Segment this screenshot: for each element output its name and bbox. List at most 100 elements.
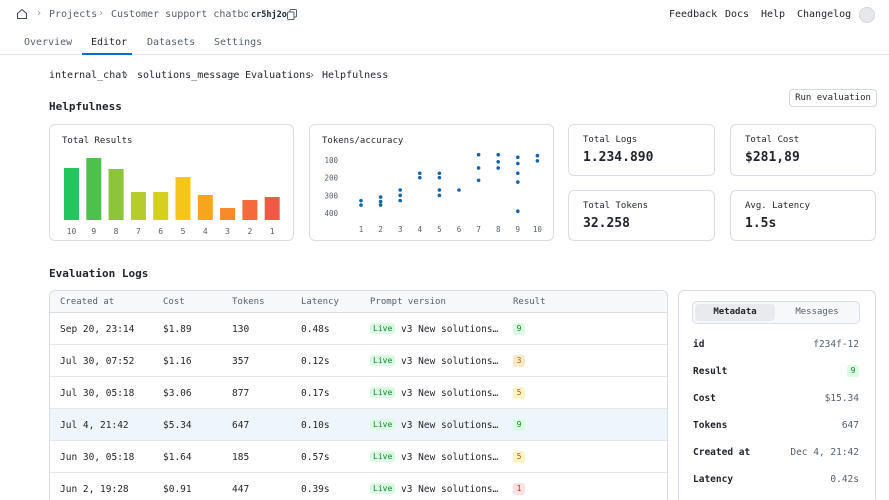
table-row[interactable]: Jun 2, 19:28 $0.91 447 0.39s Live v3 New solu… — [50, 473, 667, 500]
crumb-projects[interactable]: Projects — [49, 9, 98, 20]
x-tick-label: 10 — [533, 225, 543, 234]
scatter-point — [359, 203, 363, 207]
chevron-right-icon: › — [231, 70, 238, 81]
live-badge: Live — [370, 355, 396, 366]
tab-bar: Overview Editor Datasets Settings — [0, 30, 889, 55]
stat-card-total-logs: Total Logs 1.234.890 — [568, 124, 715, 176]
column-header[interactable]: Tokens — [232, 297, 265, 307]
scatter-point — [535, 159, 540, 163]
stat-card-total-cost: Total Cost $281,89 — [730, 124, 876, 176]
scatter-point — [496, 152, 500, 157]
y-tick-label: 400 — [324, 209, 338, 218]
result-badge: 5 — [513, 387, 525, 399]
x-tick-label: 8 — [496, 225, 501, 234]
cell-latency: 0.57s — [301, 452, 330, 463]
table-row[interactable]: Jul 4, 21:42 $5.34 647 0.10s Live v3 New solu… — [50, 409, 667, 441]
stat-card-total-tokens: Total Tokens 32.258 — [568, 190, 715, 241]
live-badge: Live — [370, 419, 396, 430]
column-header[interactable]: Cost — [163, 297, 185, 307]
run-evaluation-button[interactable]: Run evaluation — [789, 89, 877, 107]
x-tick-label: 8 — [114, 227, 119, 236]
avatar[interactable] — [859, 7, 875, 23]
home-icon[interactable] — [16, 8, 28, 20]
cell-latency: 0.17s — [301, 388, 330, 399]
column-header[interactable]: Latency — [301, 297, 339, 307]
x-tick-label: 5 — [181, 227, 186, 236]
scatter-point — [516, 180, 520, 184]
stat-value: 1.5s — [745, 216, 777, 231]
x-tick-label: 6 — [457, 225, 462, 234]
scatter-point — [378, 203, 383, 207]
breadcrumb-item: Helpfulness — [322, 70, 389, 81]
cell-cost: $1.64 — [163, 452, 192, 463]
cell-cost: $1.16 — [163, 356, 192, 367]
chart-title: Tokens/accuracy — [322, 136, 404, 146]
scatter-point — [476, 166, 481, 170]
table-row[interactable]: Jun 30, 05:18 $1.64 185 0.57s Live v3 New sol… — [50, 441, 667, 473]
field-value: f234f-12 — [813, 339, 859, 350]
breadcrumb-item[interactable]: Evaluations — [245, 70, 312, 81]
scatter-point — [535, 153, 540, 158]
cell-created: Jul 30, 07:52 — [60, 356, 135, 367]
bar — [153, 192, 169, 220]
changelog-link[interactable]: Changelog — [797, 9, 852, 20]
scatter-point — [476, 152, 481, 157]
breadcrumb-item[interactable]: internal_chat — [49, 70, 128, 81]
column-header[interactable]: Prompt version — [370, 297, 446, 307]
field-label: Result — [693, 366, 728, 377]
feedback-link[interactable]: Feedback — [669, 9, 718, 20]
cell-cost: $1.89 — [163, 324, 192, 335]
breadcrumb-item[interactable]: solutions_message — [137, 70, 240, 81]
field-value: 0.42s — [830, 474, 859, 485]
cell-latency: 0.39s — [301, 484, 330, 495]
bar — [220, 208, 236, 220]
stat-label: Total Tokens — [583, 201, 649, 211]
cell-prompt-version: v3 New solutions… — [401, 484, 499, 495]
x-tick-label: 2 — [378, 225, 383, 234]
help-link[interactable]: Help — [761, 9, 786, 20]
scatter-point — [516, 161, 520, 166]
result-badge: 3 — [513, 355, 525, 367]
cell-cost: $5.34 — [163, 420, 192, 431]
x-tick-label: 9 — [91, 227, 96, 236]
x-tick-label: 4 — [418, 225, 423, 234]
table-row[interactable]: Jul 30, 07:52 $1.16 357 0.12s Live v3 New sol… — [50, 345, 667, 377]
bar — [197, 195, 213, 220]
x-tick-label: 4 — [203, 227, 208, 236]
result-badge: 1 — [513, 483, 525, 495]
scatter-point — [457, 188, 461, 192]
stat-label: Total Cost — [745, 135, 800, 145]
column-header[interactable]: Result — [513, 297, 546, 307]
field-label: Latency — [693, 474, 734, 485]
bar — [264, 197, 280, 220]
docs-link[interactable]: Docs — [725, 9, 750, 20]
bar — [64, 168, 79, 220]
result-badge: 9 — [513, 323, 525, 335]
scatter-point — [437, 188, 442, 192]
crumb-project-name[interactable]: Customer support chatbots — [111, 9, 262, 20]
x-tick-label: 1 — [270, 227, 275, 236]
details-panel: Metadata Messages id f234f-12 Result 9 Cost $… — [678, 290, 876, 500]
copy-icon[interactable] — [287, 9, 297, 20]
field-label: Tokens — [693, 420, 728, 431]
scatter-point — [359, 198, 363, 203]
table-row[interactable]: Sep 20, 23:14 $1.89 130 0.48s Live v3 New sol… — [50, 313, 667, 345]
stat-value: $281,89 — [745, 150, 800, 165]
tab-editor[interactable]: Editor — [91, 37, 128, 48]
stat-value: 1.234.890 — [583, 150, 654, 165]
total-results-card: Total Results 10 9 8 7 6 5 4 3 2 1 — [49, 124, 294, 241]
tab-metadata[interactable]: Metadata — [695, 304, 775, 321]
evaluation-logs-table: Created at Cost Tokens Latency Prompt ve… — [49, 290, 668, 500]
tab-settings[interactable]: Settings — [214, 37, 263, 48]
column-header[interactable]: Created at — [60, 297, 115, 307]
tab-datasets[interactable]: Datasets — [147, 37, 196, 48]
table-row[interactable]: Jul 30, 05:18 $3.06 877 0.17s Live v3 New sol… — [50, 377, 667, 409]
scatter-point — [516, 209, 520, 214]
cell-prompt-version: v3 New solutions… — [401, 356, 499, 367]
x-tick-label: 3 — [398, 225, 403, 234]
y-tick-label: 200 — [324, 174, 338, 183]
tab-overview[interactable]: Overview — [24, 37, 73, 48]
live-badge: Live — [370, 323, 396, 334]
scatter-point — [516, 155, 520, 160]
tab-messages[interactable]: Messages — [795, 307, 839, 317]
